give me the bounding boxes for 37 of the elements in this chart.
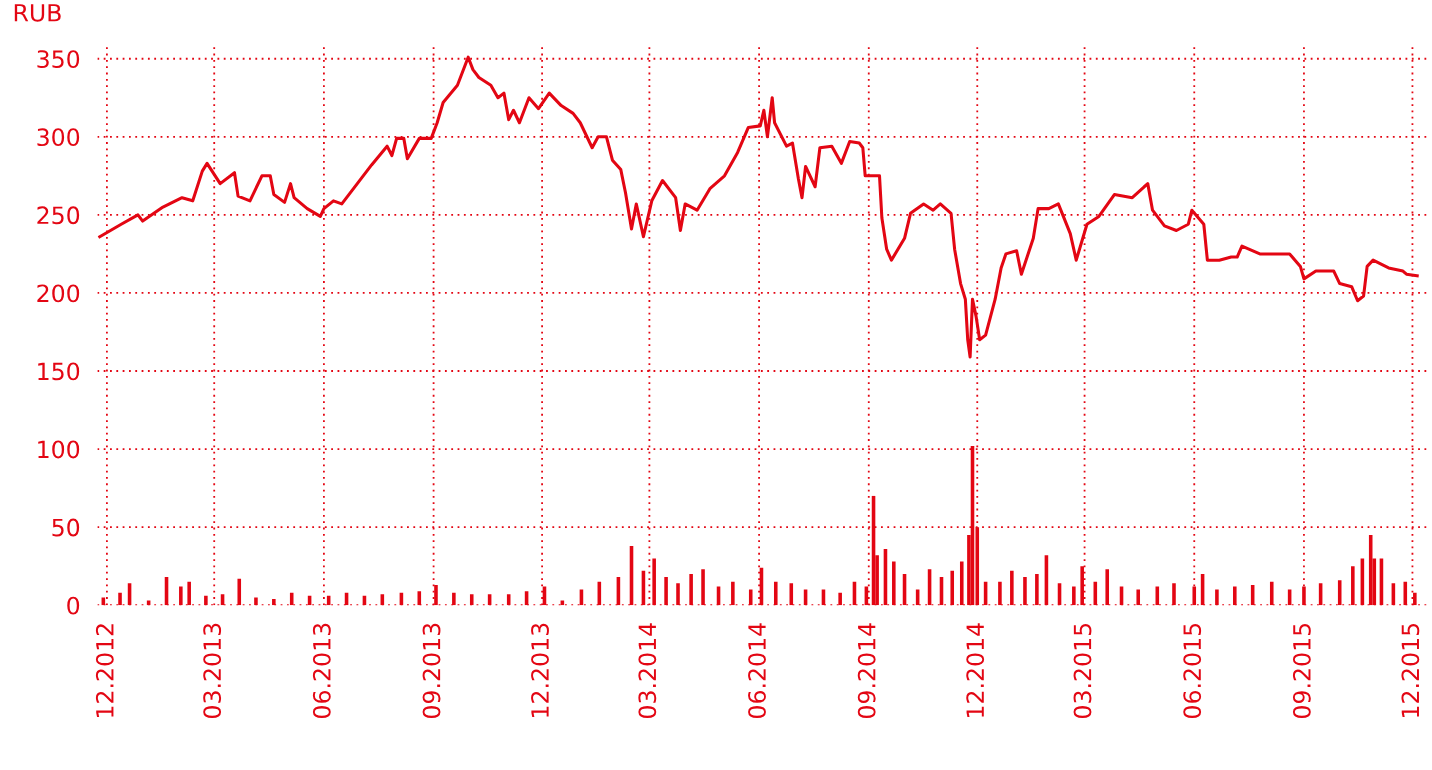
- y-tick-label: 150: [38, 362, 80, 381]
- y-tick-label: 0: [67, 596, 80, 615]
- x-tick-label: 06.2015: [1183, 623, 1202, 718]
- y-tick-label: 350: [37, 50, 80, 69]
- y-tick-label: 200: [37, 284, 80, 303]
- x-tick-label: 09.2014: [857, 623, 876, 718]
- y-tick-label: 250: [37, 206, 80, 225]
- bar: [689, 573, 693, 606]
- bar: [179, 586, 183, 606]
- x-tick-label: 06.2014: [748, 623, 766, 718]
- x-tick-label: 03.2015: [1073, 623, 1092, 718]
- y-tick-label: 100: [38, 440, 80, 459]
- x-tick-label: 06.2013: [312, 623, 331, 718]
- x-tick-label: 12.2014: [966, 623, 985, 717]
- bar: [950, 570, 955, 606]
- x-tick-label: 12.2012: [95, 624, 114, 717]
- x-tick-label: 09.2015: [1292, 623, 1311, 718]
- bar: [773, 581, 778, 606]
- bar: [254, 597, 258, 606]
- x-tick-label: 12.2013: [531, 623, 549, 717]
- bar: [417, 591, 422, 606]
- bar: [204, 595, 208, 606]
- bar: [664, 577, 668, 606]
- x-tick-label: 09.2013: [422, 623, 441, 718]
- y-tick-label: 50: [52, 518, 80, 537]
- bar: [1233, 586, 1237, 606]
- x-tick-label: 12.2015: [1401, 623, 1420, 717]
- bar: [1215, 589, 1219, 606]
- x-tick-label: 03.2014: [638, 623, 657, 718]
- y-tick-label: 300: [37, 128, 80, 147]
- bar: [469, 594, 474, 606]
- bar: [652, 558, 656, 606]
- bar: [272, 598, 276, 606]
- y-axis-title: RUB: [14, 4, 61, 22]
- bar: [1172, 583, 1176, 606]
- bar: [892, 561, 896, 606]
- x-tick-label: 03.2013: [203, 623, 222, 718]
